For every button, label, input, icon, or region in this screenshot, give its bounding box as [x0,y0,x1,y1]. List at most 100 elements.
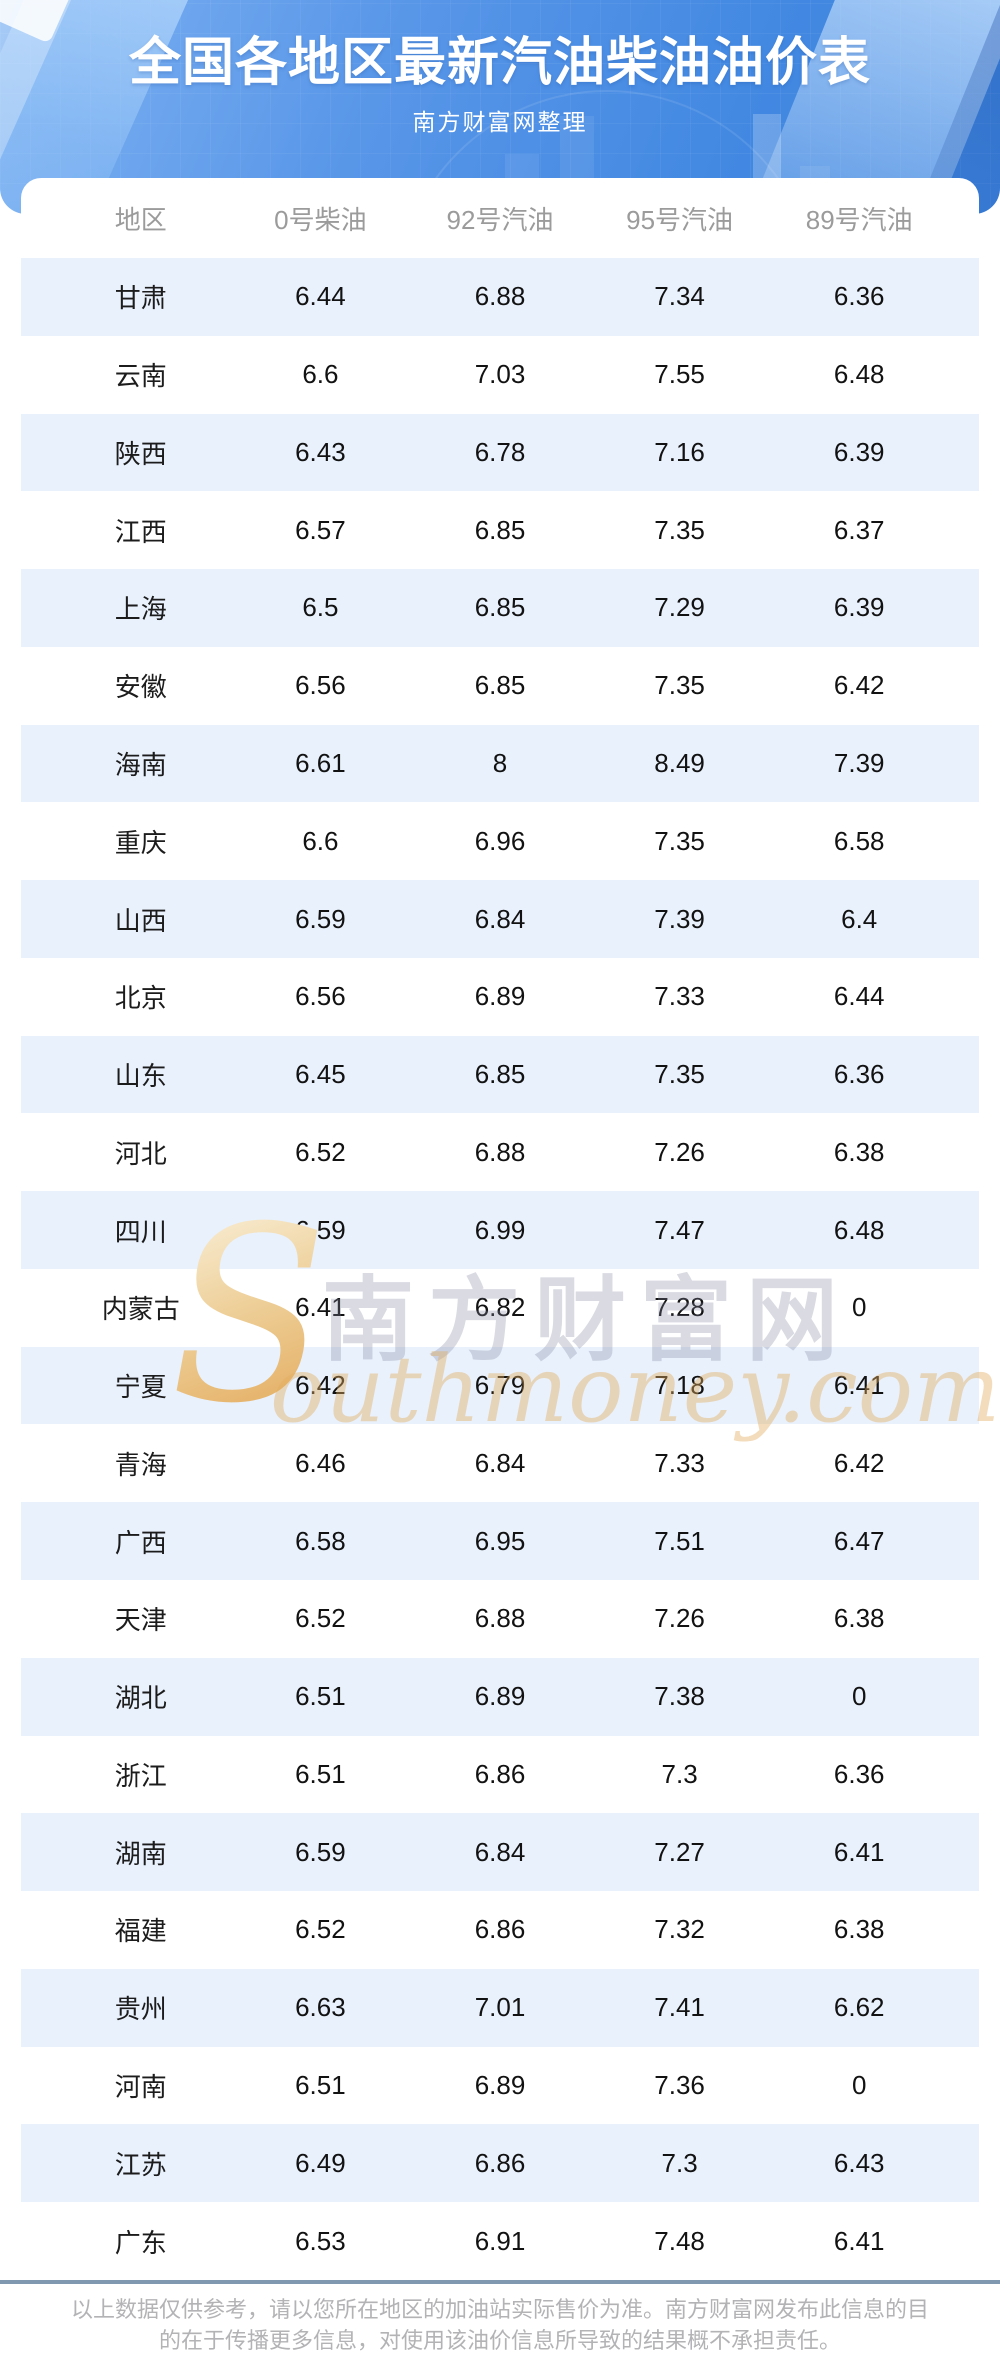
column-header-region: 地区 [114,204,167,235]
price-cell: 0 [851,1681,867,1712]
price-cell: 6.43 [295,436,346,467]
price-cell: 8 [492,747,508,778]
price-cell: 6.52 [295,1136,346,1167]
price-cell: 6.42 [833,670,885,701]
price-cell: 6.59 [295,1836,346,1867]
region-cell: 宁夏 [114,1372,167,1403]
price-cell: 6.56 [295,670,346,701]
price-cell: 6.43 [833,2147,885,2178]
table-row: 河北 6.52 6.88 7.26 6.38 [21,1113,979,1191]
table-row: 福建 6.52 6.86 7.32 6.38 [21,1891,979,1969]
column-header-diesel-0: 0号柴油 [274,204,367,235]
price-cell: 7.41 [654,1992,705,2023]
price-cell: 6.85 [474,1059,526,1090]
region-cell: 四川 [114,1216,167,1247]
price-cell: 6.38 [833,1603,885,1634]
price-cell: 6.39 [833,592,885,623]
price-cell: 7.03 [474,359,526,390]
table-row: 陕西 6.43 6.78 7.16 6.39 [21,413,979,492]
region-cell: 贵州 [114,1994,167,2025]
table-row: 江西 6.57 6.85 7.35 6.37 [21,491,979,569]
column-header-gasoline-95: 95号汽油 [626,204,734,235]
region-cell: 福建 [114,1916,167,1947]
price-cell: 6.49 [295,2147,346,2178]
region-cell: 云南 [114,361,167,392]
price-cell: 6.36 [833,1758,885,1789]
price-cell: 7.3 [661,1758,698,1789]
price-cell: 7.29 [654,592,705,623]
table-row: 甘肃 6.44 6.88 7.34 6.36 [21,258,979,336]
price-cell: 8.49 [654,747,705,778]
price-cell: 7.35 [654,670,705,701]
table-row: 重庆 6.6 6.96 7.35 6.58 [21,802,979,880]
price-cell: 6.88 [474,1136,526,1167]
price-table: 地区 0号柴油 92号汽油 95号汽油 89号汽油 甘肃 6.44 6.88 7.34… [21,178,979,2280]
table-body: 甘肃 6.44 6.88 7.34 6.36 云南 6.6 7.03 7.55 6.48 陕西 6.4… [21,258,979,2280]
price-cell: 7.39 [833,747,885,778]
table-row: 四川 6.59 6.99 7.47 6.48 [21,1191,979,1269]
column-header-gasoline-89: 89号汽油 [805,204,913,235]
price-cell: 7.33 [654,1447,705,1478]
disclaimer-line-1: 以上数据仅供参考，请以您所在地区的加油站实际售价为准。南方财富网发布此信息的目 [70,2297,929,2322]
price-cell: 6.58 [833,825,885,856]
price-cell: 6.79 [474,1370,526,1401]
region-cell: 北京 [114,983,167,1014]
price-cell: 6.51 [295,1681,346,1712]
price-cell: 6.86 [474,2147,526,2178]
table-header-row: 地区 0号柴油 92号汽油 95号汽油 89号汽油 [21,178,979,258]
table-row: 上海 6.5 6.85 7.29 6.39 [21,569,979,647]
price-cell: 6.78 [474,436,526,467]
table-row: 山西 6.59 6.84 7.39 6.4 [21,880,979,958]
table-row: 山东 6.45 6.85 7.35 6.36 [21,1035,979,1114]
price-cell: 7.18 [654,1370,705,1401]
price-cell: 6.84 [474,903,526,934]
price-cell: 6.59 [295,903,346,934]
price-cell: 6.84 [474,1836,526,1867]
price-cell: 6.85 [474,670,526,701]
disclaimer-line-2: 的在于传播更多信息，对使用该油价信息所导致的结果概不承担责任。 [158,2328,841,2353]
price-cell: 6.47 [833,1525,885,1556]
price-cell: 6.46 [295,1447,346,1478]
price-cell: 6.5 [302,592,339,623]
price-cell: 7.39 [654,903,705,934]
price-cell: 6.39 [833,436,885,467]
price-cell: 7.01 [474,1992,526,2023]
region-cell: 山西 [114,905,167,936]
price-cell: 7.47 [654,1214,705,1245]
price-cell: 7.3 [661,2147,698,2178]
region-cell: 海南 [114,749,167,780]
price-cell: 6.58 [295,1525,346,1556]
price-cell: 6.62 [833,1992,885,2023]
price-cell: 6.41 [295,1292,346,1323]
price-cell: 6.61 [295,747,346,778]
price-cell: 6.88 [474,281,526,312]
table-row: 贵州 6.63 7.01 7.41 6.62 [21,1968,979,2047]
price-cell: 7.32 [654,1914,705,1945]
price-cell: 7.51 [654,1525,705,1556]
price-cell: 7.26 [654,1603,705,1634]
price-cell: 7.16 [654,436,705,467]
table-row: 海南 6.61 8 8.49 7.39 [21,724,979,803]
price-cell: 7.28 [654,1292,705,1323]
table-row: 湖南 6.59 6.84 7.27 6.41 [21,1813,979,1892]
price-cell: 6.57 [295,514,346,545]
column-header-gasoline-92: 92号汽油 [446,204,554,235]
table-row: 云南 6.6 7.03 7.55 6.48 [21,336,979,414]
price-cell: 6.82 [474,1292,526,1323]
price-cell: 6.41 [833,1370,885,1401]
region-cell: 安徽 [114,672,167,703]
price-cell: 6.36 [833,281,885,312]
price-cell: 6.86 [474,1914,526,1945]
region-cell: 青海 [114,1449,167,1480]
price-cell: 0 [851,2069,867,2100]
table-row: 河南 6.51 6.89 7.36 0 [21,2047,979,2125]
page-subtitle: 南方财富网整理 [412,109,588,135]
price-cell: 6.59 [295,1214,346,1245]
price-cell: 6.51 [295,2069,346,2100]
price-cell: 6.52 [295,1603,346,1634]
price-cell: 6.44 [833,981,885,1012]
region-cell: 浙江 [114,1760,167,1791]
price-cell: 6.84 [474,1447,526,1478]
price-cell: 6.89 [474,981,526,1012]
table-row: 青海 6.46 6.84 7.33 6.42 [21,1424,979,1502]
